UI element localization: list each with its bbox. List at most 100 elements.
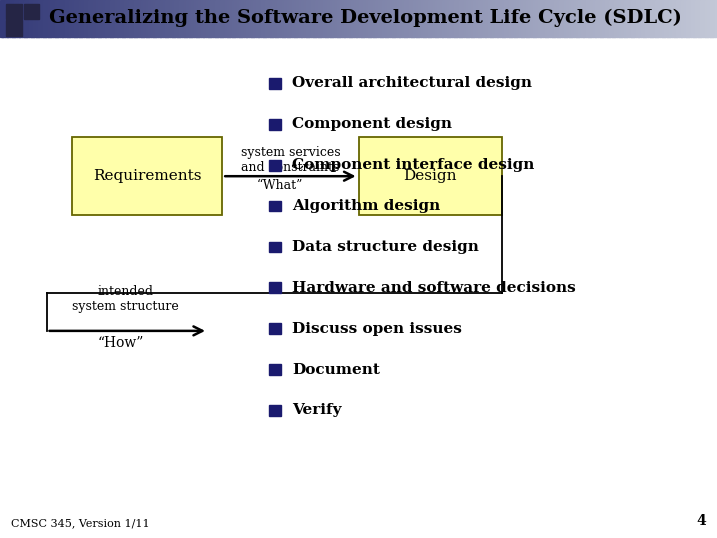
Text: Component interface design: Component interface design [292,158,534,172]
Bar [93,0,96,37]
Bar [196,0,199,37]
Bar [246,0,250,37]
Bar [461,0,465,37]
Bar [366,0,369,37]
Bar [518,0,522,37]
Text: Algorithm design: Algorithm design [292,199,440,213]
Bar [91,0,94,37]
Bar [105,0,108,37]
Bar [174,0,178,37]
Bar [323,0,326,37]
Bar [86,0,89,37]
Bar [163,0,166,37]
Bar [536,0,538,37]
Bar [263,0,266,37]
Bar [158,0,161,37]
Bar [269,364,281,375]
Bar [29,0,32,37]
Bar [378,0,381,37]
Bar [708,0,711,37]
Bar [50,0,53,37]
Bar [280,0,282,37]
Bar [232,0,235,37]
Bar [7,0,10,37]
Bar [638,0,641,37]
Bar [478,0,481,37]
Bar [194,0,196,37]
Bar [566,0,569,37]
Bar [60,0,63,37]
Bar [693,0,696,37]
Bar [612,0,615,37]
Bar [210,0,214,37]
Bar [184,0,187,37]
Bar [604,0,608,37]
Bar [514,0,517,37]
Bar [442,0,445,37]
Bar [389,0,393,37]
Bar [143,0,146,37]
Bar [191,0,194,37]
Bar [523,0,526,37]
Bar [269,405,281,416]
Bar [167,0,171,37]
Bar [258,0,261,37]
Text: Design: Design [404,169,457,183]
Bar [2,0,6,37]
Bar [600,0,603,37]
Bar [292,0,295,37]
Bar [12,0,15,37]
Bar [43,0,46,37]
Bar [569,0,572,37]
Bar [344,0,347,37]
Bar [9,0,13,37]
Bar [423,0,426,37]
Bar [490,0,493,37]
Bar [52,0,56,37]
Bar [464,0,467,37]
Bar [380,0,383,37]
Bar [227,0,230,37]
Bar [179,0,182,37]
Bar [328,0,331,37]
FancyBboxPatch shape [72,137,222,215]
Bar [468,0,472,37]
Bar [457,0,460,37]
Bar [683,0,687,37]
Bar [497,0,500,37]
Bar [177,0,180,37]
Bar [148,0,151,37]
Bar [450,0,452,37]
Text: Hardware and software decisions: Hardware and software decisions [292,281,576,295]
Bar [409,0,412,37]
Bar [115,0,118,37]
Bar [574,0,576,37]
Text: system services
and constraints: system services and constraints [241,145,340,173]
Bar [65,0,67,37]
Bar [337,0,340,37]
Bar [394,0,397,37]
Bar [579,0,581,37]
Bar [674,0,677,37]
Text: Generalizing the Software Development Life Cycle (SDLC): Generalizing the Software Development Li… [49,9,682,27]
Bar [127,0,130,37]
Bar [526,0,529,37]
Bar [172,0,175,37]
Bar [160,0,163,37]
Bar [447,0,450,37]
Bar [320,0,323,37]
Bar [208,0,211,37]
Bar [576,0,579,37]
Bar [545,0,548,37]
Bar [440,0,443,37]
Bar [270,0,273,37]
Bar [507,0,510,37]
Bar [165,0,168,37]
Bar [131,0,135,37]
Bar [547,0,551,37]
Bar [315,0,318,37]
Bar [655,0,658,37]
Bar [57,0,60,37]
Bar [375,0,379,37]
Bar [84,0,87,37]
